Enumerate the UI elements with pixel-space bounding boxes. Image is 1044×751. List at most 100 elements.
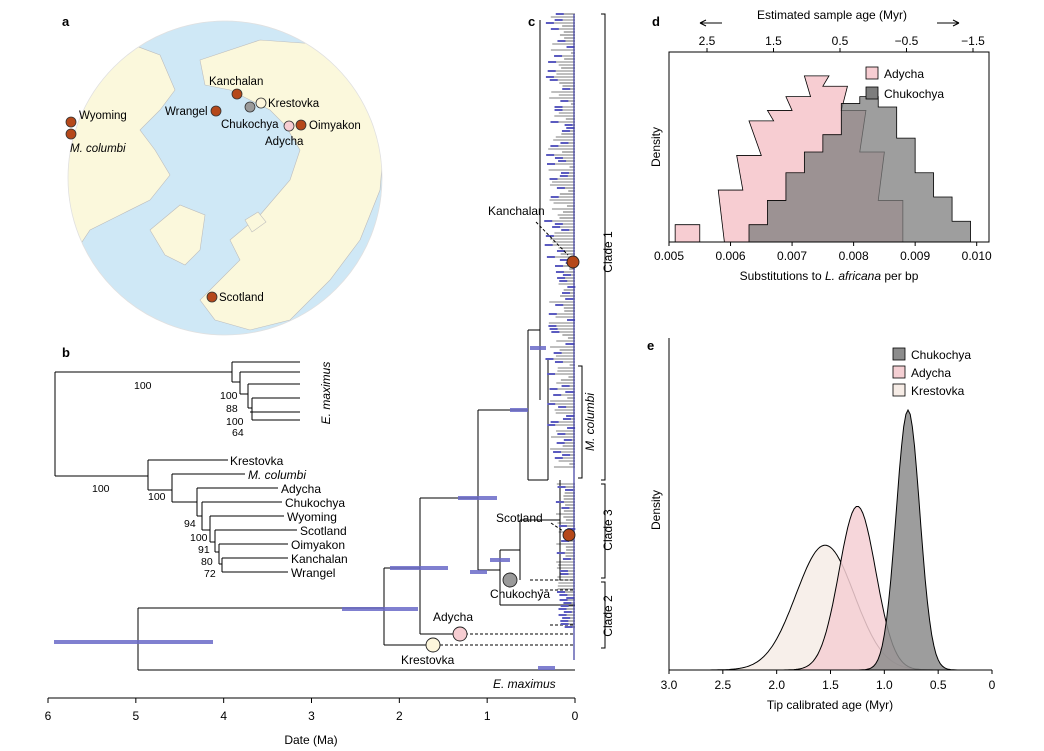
d-xtick-label: 0.008 [839, 249, 869, 263]
node-chukochya [502, 572, 518, 588]
tree-b: 100 100 88 100 64 100 100 94 100 91 80 7… [54, 361, 348, 580]
d-xtick-label: 0.005 [654, 249, 684, 263]
label-adycha-c: Adycha [433, 610, 473, 624]
taxon-scotland-b: Scotland [300, 524, 347, 538]
taxon-mcolumbi-b: M. columbi [248, 468, 306, 482]
chart-e: 3.0 2.5 2.0 1.5 1.0 0.5 0 Density Tip calibrat… [649, 338, 996, 712]
panel-label-e: e [647, 338, 654, 353]
time-tick-label-2: 2 [396, 709, 403, 723]
site-adycha-label: Adycha [265, 136, 304, 148]
support-2: 88 [226, 403, 238, 415]
d-toptick-label: 2.5 [699, 34, 716, 48]
taxon-oimyakon-b: Oimyakon [291, 538, 345, 552]
chart-d-xlabel: Substitutions to L. africana per bp [740, 269, 919, 283]
chart-e-curves [669, 408, 990, 671]
panel-label-a: a [62, 14, 70, 29]
mcolumbi-subclade-label: M. columbi [583, 393, 597, 451]
site-chukochya-marker [244, 101, 256, 113]
site-wyoming-marker [65, 116, 77, 128]
chart-d-ylabel: Density [649, 127, 663, 167]
chart-e-ylabel: Density [649, 490, 663, 530]
time-tick-label-6: 6 [45, 709, 52, 723]
support-10: 80 [201, 556, 213, 568]
label-chukochya-c: Chukochya [490, 587, 550, 601]
taxon-krestovka-b: Krestovka [230, 454, 284, 468]
e-xtick-label: 0.5 [930, 678, 947, 692]
e-xtick-label: 2.0 [768, 678, 785, 692]
d-xtick-label: 0.006 [716, 249, 746, 263]
chart-d-bars [674, 75, 971, 243]
time-tick-label-3: 3 [308, 709, 315, 723]
site-oimyakon-marker [295, 119, 307, 131]
e-xtick-label: 1.0 [876, 678, 893, 692]
legend-e-adycha-label: Adycha [911, 366, 951, 380]
legend-d-chukochya-label: Chukochya [884, 87, 944, 101]
e-xtick-label: 0 [989, 678, 996, 692]
d-xtick-label: 0.009 [900, 249, 930, 263]
time-tick-label-0: 0 [572, 709, 579, 723]
site-kanchalan-marker [231, 88, 243, 100]
chart-e-ticks: 3.0 2.5 2.0 1.5 1.0 0.5 0 [661, 670, 996, 692]
hist-chukochya [748, 96, 971, 243]
site-scotland-marker [206, 291, 218, 303]
taxon-wyoming-b: Wyoming [287, 510, 337, 524]
legend-e-krestovka-label: Krestovka [911, 384, 965, 398]
site-mcolumbi-label: M. columbi [70, 143, 126, 155]
chart-d: Estimated sample age (Myr) 0.005 0.006 0.0… [649, 8, 992, 283]
clade-3-label: Clade 3 [601, 509, 615, 551]
chart-d-ticks: 0.005 0.006 0.007 0.008 0.009 0.010 2.5 1.5 0.5 −… [654, 34, 992, 263]
site-wyoming-label: Wyoming [79, 110, 127, 122]
e-xtick-label: 3.0 [661, 678, 678, 692]
label-emaximus-c: E. maximus [493, 677, 556, 691]
e-xtick-label: 2.5 [714, 678, 731, 692]
support-11: 72 [204, 568, 216, 580]
site-adycha-marker [283, 120, 295, 132]
label-krestovka-c: Krestovka [401, 653, 455, 667]
support-6: 100 [148, 491, 166, 503]
taxon-kanchalan-b: Kanchalan [291, 552, 348, 566]
site-scotland-label: Scotland [219, 292, 264, 304]
legend-d-chukochya-swatch [865, 86, 879, 100]
legend-e-krestovka-swatch [892, 383, 906, 397]
chart-d-top-axis-label: Estimated sample age (Myr) [757, 8, 907, 22]
time-axis-ticks: 6 5 4 3 2 1 0 [45, 698, 579, 723]
site-chukochya-label: Chukochya [221, 119, 279, 131]
polar-map: Wyoming M. columbi Kanchalan Krestovka W… [65, 20, 383, 336]
time-tick-label-1: 1 [484, 709, 491, 723]
tree-c: Kanchalan Scotland Chukochya Adycha Kres… [45, 13, 615, 747]
node-scotland [562, 528, 576, 542]
legend-e-adycha-swatch [892, 365, 906, 379]
site-kanchalan-label: Kanchalan [209, 76, 263, 88]
node-kanchalan [566, 255, 580, 269]
time-axis-label: Date (Ma) [284, 733, 337, 747]
legend-e-chukochya-swatch [892, 347, 906, 361]
taxon-emaximus-b: E. maximus [319, 362, 333, 425]
taxon-wrangel-b: Wrangel [291, 566, 335, 580]
node-krestovka [425, 637, 441, 653]
clade-2-label: Clade 2 [601, 595, 615, 637]
site-wrangel-label: Wrangel [165, 106, 208, 118]
support-1: 100 [220, 390, 238, 402]
d-xtick-label: 0.007 [777, 249, 807, 263]
panel-label-b: b [62, 345, 70, 360]
taxon-adycha-b: Adycha [281, 482, 321, 496]
legend-d-adycha-swatch [865, 66, 879, 80]
support-5: 100 [92, 483, 110, 495]
time-tick-label-5: 5 [132, 709, 139, 723]
support-3: 100 [226, 416, 244, 428]
site-mcolumbi-marker [65, 128, 77, 140]
d-toptick-label: −1.5 [961, 34, 985, 48]
clade-1-label: Clade 1 [601, 231, 615, 273]
d-xtick-label: 0.010 [962, 249, 992, 263]
chart-d-frame [668, 51, 990, 243]
label-kanchalan-c: Kanchalan [488, 204, 545, 218]
label-scotland-c: Scotland [496, 511, 543, 525]
d-toptick-label: 1.5 [765, 34, 782, 48]
site-krestovka-label: Krestovka [268, 98, 320, 110]
site-krestovka-marker [255, 97, 267, 109]
d-toptick-label: 0.5 [832, 34, 849, 48]
site-oimyakon-label: Oimyakon [309, 120, 361, 132]
legend-e-chukochya-label: Chukochya [911, 348, 971, 362]
e-xtick-label: 1.5 [822, 678, 839, 692]
